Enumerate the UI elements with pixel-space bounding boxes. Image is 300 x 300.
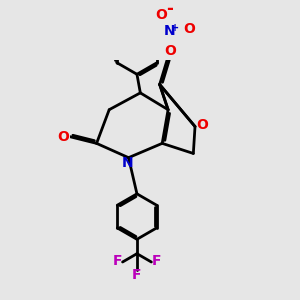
- Text: O: O: [155, 8, 167, 22]
- Text: F: F: [112, 254, 122, 268]
- Text: O: O: [196, 118, 208, 132]
- Text: O: O: [184, 22, 195, 36]
- Text: O: O: [164, 44, 176, 58]
- Text: -: -: [166, 0, 173, 18]
- Text: N: N: [122, 156, 134, 170]
- Text: N: N: [164, 24, 175, 38]
- Text: F: F: [152, 254, 161, 268]
- Text: +: +: [171, 23, 179, 33]
- Text: O: O: [57, 130, 69, 144]
- Text: F: F: [132, 268, 142, 282]
